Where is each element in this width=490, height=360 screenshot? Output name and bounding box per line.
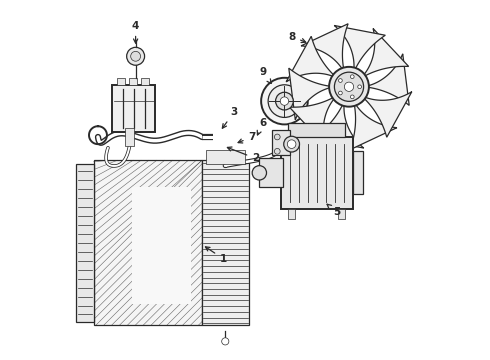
Circle shape [274, 148, 280, 154]
Bar [338, 209, 345, 220]
Circle shape [275, 92, 294, 110]
Bar [117, 78, 125, 85]
Bar [132, 187, 191, 304]
Circle shape [126, 47, 145, 65]
Circle shape [350, 75, 354, 78]
Polygon shape [361, 92, 412, 137]
Bar [272, 130, 290, 155]
Circle shape [334, 72, 364, 102]
Bar [112, 85, 155, 132]
Text: 7: 7 [238, 132, 256, 143]
Text: 6: 6 [257, 118, 267, 135]
Polygon shape [361, 28, 409, 78]
Bar [202, 160, 248, 325]
Bar [353, 151, 364, 194]
Circle shape [131, 51, 141, 61]
Text: 9: 9 [259, 67, 271, 84]
Bar [259, 158, 283, 187]
Circle shape [339, 91, 343, 95]
Circle shape [261, 78, 308, 125]
Text: 3: 3 [222, 107, 238, 128]
Bar [129, 78, 137, 85]
Text: 1: 1 [205, 247, 227, 264]
Circle shape [358, 85, 362, 89]
Text: 8: 8 [288, 32, 306, 42]
Circle shape [287, 140, 296, 148]
Bar [76, 164, 94, 321]
Circle shape [329, 67, 369, 107]
Circle shape [221, 338, 229, 345]
Polygon shape [289, 95, 337, 145]
Text: 4: 4 [132, 21, 139, 43]
Polygon shape [350, 101, 397, 150]
Polygon shape [289, 68, 334, 120]
Bar [141, 78, 149, 85]
Circle shape [284, 136, 299, 152]
Polygon shape [364, 54, 409, 105]
Circle shape [268, 85, 301, 117]
Polygon shape [313, 101, 364, 148]
Bar [205, 149, 245, 164]
Bar [288, 209, 295, 220]
Polygon shape [286, 36, 337, 82]
Bar [94, 160, 202, 325]
Circle shape [274, 134, 280, 140]
Bar [281, 137, 353, 209]
Circle shape [350, 95, 354, 99]
Bar [288, 123, 345, 137]
Circle shape [339, 79, 343, 82]
Circle shape [280, 97, 289, 105]
Circle shape [252, 166, 267, 180]
Polygon shape [334, 26, 385, 73]
Circle shape [344, 82, 354, 91]
Bar [125, 128, 134, 146]
Polygon shape [301, 24, 348, 73]
Text: 2: 2 [227, 147, 259, 163]
Text: 5: 5 [327, 204, 340, 217]
